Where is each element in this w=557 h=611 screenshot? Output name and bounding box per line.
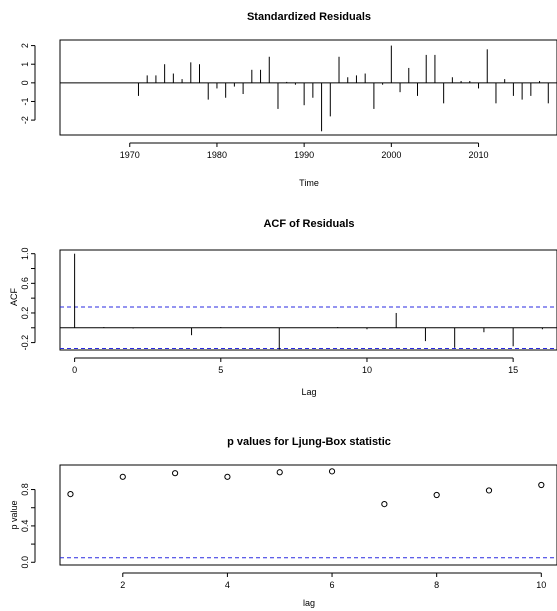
p-value-point [67,490,74,498]
acf-title: ACF of Residuals [263,218,354,230]
y-tick-label: -1 [20,97,30,105]
p-value-point [224,473,231,480]
p-value-point [276,469,283,476]
x-tick-label: 8 [434,580,439,590]
p-value-point [485,487,493,494]
p-value-point [381,500,388,508]
acf-panel: ACF of Residuals -0.2 0.2 0.6 1.0 0 5 10 15 AC… [9,218,557,397]
acf-y-label: ACF [9,287,19,306]
p-value-point [119,473,126,480]
x-tick-label: 4 [225,580,230,590]
p-value-point [328,468,336,475]
y-tick-label: 0.6 [20,277,30,290]
x-tick-label: 1980 [207,150,227,160]
ljung-box-points [67,468,545,508]
acf-bars [74,253,543,350]
acf-plot-frame [59,249,557,351]
ljung-box-plot-frame [59,464,557,566]
residuals-x-axis: 1970 1980 1990 2000 2010 [120,142,489,160]
y-tick-label: -0.2 [20,335,30,351]
y-tick-label: 0 [20,80,30,85]
y-tick-label: 1 [20,62,30,67]
x-tick-label: 5 [218,365,223,375]
ljung-box-title: p values for Ljung-Box statistic [227,436,391,448]
x-tick-label: 1970 [120,150,140,160]
residuals-title: Standardized Residuals [247,11,371,23]
x-tick-label: 2000 [381,150,401,160]
acf-x-axis: 0 5 10 15 [72,357,518,375]
residuals-x-label: Time [299,178,319,188]
x-tick-label: 6 [330,580,335,590]
y-tick-label: 0.2 [20,307,30,320]
y-tick-label: 1.0 [20,247,30,260]
residuals-plot-frame [59,39,557,136]
p-value-point [538,481,545,489]
ljung-box-y-label: p value [9,500,19,529]
p-value-point [171,470,179,477]
y-tick-label: 0.8 [20,483,30,496]
residuals-bars [137,45,549,132]
ljung-box-y-axis: 0.0 0.4 0.8 [20,483,36,569]
acf-x-label: Lag [301,387,316,397]
acf-y-axis: -0.2 0.2 0.6 1.0 [20,247,36,351]
x-tick-label: 10 [536,580,546,590]
ljung-box-x-axis: 2 4 6 8 10 [120,572,546,590]
x-tick-label: 0 [72,365,77,375]
residuals-y-axis: -2 -1 0 1 2 [20,43,36,124]
ljung-box-panel: p values for Ljung-Box statistic 0.00.40… [9,436,557,608]
y-tick-label: -2 [20,116,30,124]
y-tick-label: 0.0 [20,556,30,569]
ljung-box-x-label: lag [303,598,315,608]
p-value-point [433,491,440,499]
x-tick-label: 1990 [294,150,314,160]
y-tick-label: 2 [20,43,30,48]
x-tick-label: 15 [508,365,518,375]
x-tick-label: 2010 [469,150,489,160]
x-tick-label: 10 [362,365,372,375]
x-tick-label: 2 [120,580,125,590]
y-tick-label: 0.4 [20,520,30,533]
